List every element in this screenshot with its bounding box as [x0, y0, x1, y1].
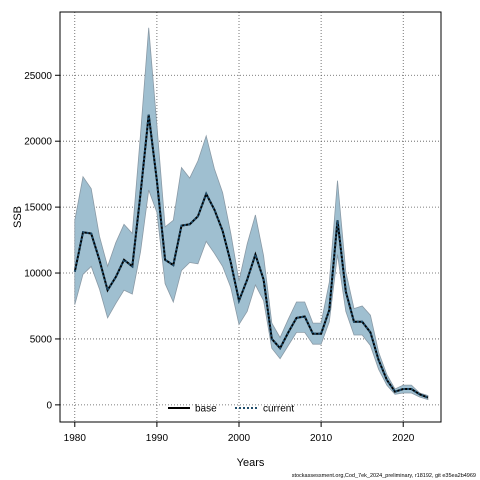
plot-frame [59, 11, 442, 423]
y-tick-label-0: 0 [46, 400, 52, 411]
x-tick-label-2020: 2020 [392, 433, 415, 444]
y-tick-label-20000: 20000 [24, 137, 52, 148]
y-tick-label-15000: 15000 [24, 203, 52, 214]
x-tick-label-2010: 2010 [310, 433, 333, 444]
y-tick-label-10000: 10000 [24, 269, 52, 280]
y-tick-label-25000: 25000 [24, 71, 52, 82]
footer-source-text: stockassessment.org,Cod_7ek_2024_prelimi… [292, 473, 476, 479]
confidence-band-layer [74, 27, 429, 401]
series-line-current [73, 114, 429, 399]
x-tick-label-1990: 1990 [146, 433, 169, 444]
legend-current-label: current [263, 404, 294, 415]
confidence-band [74, 27, 429, 401]
y-axis-label: SSB [12, 206, 24, 228]
y-axis-ticks: 0 5000 10000 15000 20000 25000 [24, 71, 60, 411]
x-tick-label-2000: 2000 [228, 433, 251, 444]
legend-base-label: base [195, 404, 217, 415]
x-axis-label: Years [237, 457, 265, 469]
x-tick-label-1980: 1980 [64, 433, 87, 444]
legend: base current [168, 404, 294, 415]
x-axis-ticks: 1980 1990 2000 2010 2020 [64, 422, 415, 444]
y-tick-label-5000: 5000 [30, 334, 53, 345]
series-lines-layer [73, 114, 429, 399]
